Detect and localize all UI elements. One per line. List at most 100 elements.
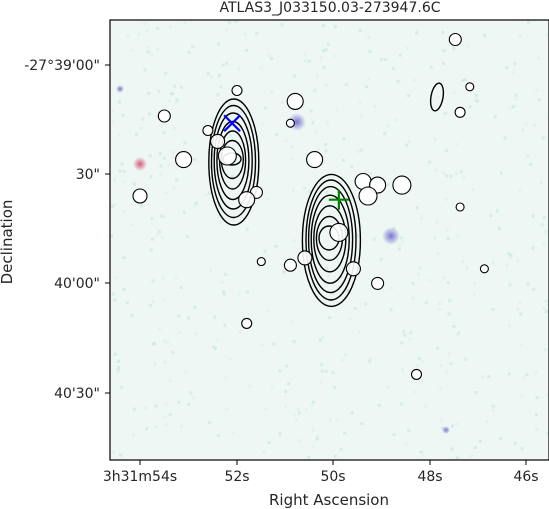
noise-speck (420, 217, 423, 220)
noise-speck (237, 292, 241, 296)
noise-speck (324, 370, 328, 374)
noise-speck (157, 89, 161, 93)
noise-speck (424, 301, 428, 305)
noise-speck (383, 58, 387, 61)
noise-speck (509, 253, 513, 257)
background-star (382, 227, 400, 245)
x-tick-label: 52s (224, 469, 249, 485)
noise-speck (216, 93, 220, 97)
noise-speck (531, 214, 535, 218)
noise-speck (139, 126, 143, 130)
noise-speck (322, 49, 325, 53)
noise-speck (115, 276, 119, 280)
noise-speck (117, 365, 121, 369)
noise-speck (168, 413, 172, 416)
noise-speck (330, 291, 334, 295)
noise-speck (222, 292, 226, 296)
noise-speck (118, 169, 122, 173)
noise-speck (117, 370, 121, 374)
noise-speck (213, 315, 217, 319)
noise-speck (427, 278, 431, 282)
noise-speck (225, 62, 229, 66)
noise-speck (545, 431, 549, 435)
source-circle (465, 82, 475, 92)
noise-speck (474, 391, 478, 394)
noise-speck (267, 54, 271, 57)
noise-speck (360, 114, 363, 118)
noise-speck (445, 197, 448, 201)
source-circle (231, 84, 243, 97)
noise-speck (491, 404, 495, 408)
noise-speck (118, 100, 121, 104)
noise-speck (521, 128, 525, 132)
noise-speck (125, 301, 129, 305)
noise-speck (307, 59, 311, 63)
noise-speck (184, 370, 188, 374)
noise-speck (445, 174, 449, 178)
noise-speck (448, 352, 452, 356)
noise-speck (177, 331, 181, 335)
noise-speck (465, 266, 469, 270)
noise-speck (379, 257, 383, 261)
noise-speck (524, 122, 528, 126)
noise-speck (148, 154, 152, 158)
noise-speck (183, 21, 187, 25)
noise-speck (327, 274, 331, 278)
noise-speck (152, 300, 156, 304)
noise-speck (520, 394, 524, 398)
noise-speck (111, 109, 115, 113)
noise-speck (183, 141, 187, 145)
noise-speck (331, 371, 335, 375)
noise-speck (474, 446, 477, 449)
noise-speck (444, 149, 448, 153)
y-axis-label: Declination (0, 200, 16, 285)
noise-speck (132, 433, 135, 437)
chart-title: ATLAS3_J033150.03-273947.6C (220, 0, 441, 16)
noise-speck (303, 59, 307, 63)
noise-speck (234, 20, 238, 23)
noise-speck (472, 292, 476, 296)
noise-speck (333, 202, 337, 205)
noise-speck (443, 111, 447, 115)
noise-speck (160, 214, 164, 218)
noise-speck (267, 441, 271, 445)
noise-speck (113, 352, 117, 356)
noise-speck (314, 88, 318, 92)
noise-speck (291, 319, 294, 323)
noise-speck (324, 83, 328, 87)
noise-speck (119, 453, 123, 457)
noise-speck (130, 48, 134, 52)
noise-speck (156, 233, 159, 237)
noise-speck (358, 100, 362, 104)
noise-speck (450, 445, 454, 449)
noise-speck (270, 90, 274, 94)
contour-level (213, 112, 253, 210)
noise-speck (282, 270, 286, 274)
noise-speck (292, 339, 296, 343)
noise-speck (137, 32, 141, 36)
noise-speck (450, 424, 454, 428)
noise-speck (177, 400, 181, 404)
plot-frame (109, 19, 549, 461)
noise-speck (533, 123, 536, 127)
noise-speck (149, 175, 153, 179)
noise-speck (450, 447, 454, 451)
noise-speck (350, 165, 354, 169)
noise-speck (513, 62, 517, 66)
noise-speck (122, 288, 126, 291)
noise-speck (158, 152, 162, 156)
noise-speck (519, 343, 523, 347)
noise-speck (150, 216, 154, 220)
noise-speck (151, 279, 155, 283)
source-circle (175, 151, 193, 169)
noise-speck (149, 248, 153, 252)
noise-speck (208, 166, 212, 169)
noise-speck (248, 384, 252, 388)
noise-speck (145, 427, 148, 431)
noise-speck (224, 376, 228, 379)
noise-speck (343, 353, 347, 357)
noise-speck (326, 42, 330, 46)
noise-speck (173, 84, 177, 88)
noise-speck (189, 391, 193, 395)
noise-speck (164, 402, 168, 406)
